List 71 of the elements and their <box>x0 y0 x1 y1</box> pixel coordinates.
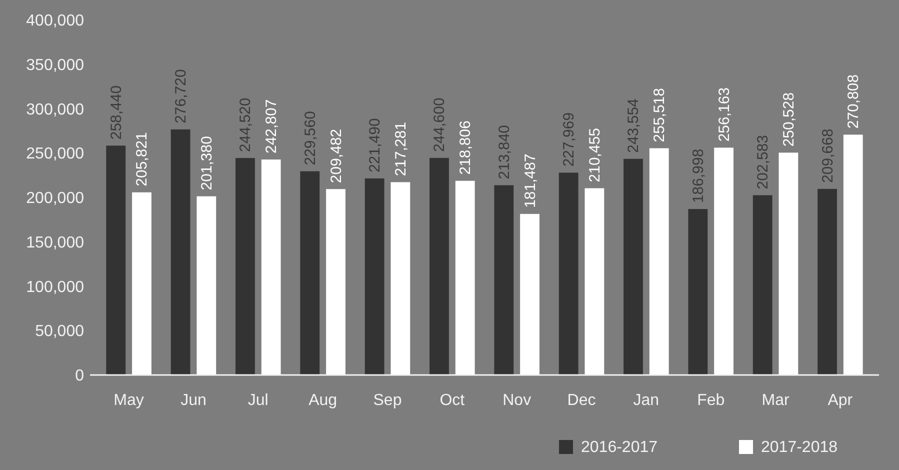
bar <box>688 209 708 375</box>
data-label: 186,998 <box>690 148 707 204</box>
data-label: 243,554 <box>625 98 642 153</box>
data-label: 244,600 <box>431 98 448 152</box>
data-label: 201,380 <box>198 136 216 190</box>
y-tick-label: 100,000 <box>26 278 84 296</box>
bar <box>196 196 216 375</box>
bar <box>494 185 514 375</box>
data-label: 209,668 <box>819 128 836 183</box>
x-tick-label: Jan <box>633 392 660 409</box>
x-tick-label: Nov <box>502 392 532 409</box>
x-tick-label: Jul <box>248 392 268 409</box>
y-tick-label: 0 <box>75 368 84 385</box>
data-label: 242,807 <box>263 99 280 154</box>
bar <box>818 188 837 375</box>
data-label: 209,482 <box>328 128 345 184</box>
bar <box>558 172 578 375</box>
data-label: 258,440 <box>108 85 125 140</box>
bar <box>326 189 346 375</box>
x-tick-label: Feb <box>697 392 725 409</box>
x-tick-label: Oct <box>440 392 466 409</box>
data-label: 255,518 <box>651 88 668 142</box>
bar <box>752 195 772 375</box>
bar <box>649 148 669 375</box>
y-tick-label: 50,000 <box>35 323 84 340</box>
x-tick-label: Apr <box>828 392 854 409</box>
legend-label: 2016-2017 <box>581 439 658 456</box>
data-label: 221,490 <box>366 118 384 172</box>
x-tick-label: Dec <box>567 392 596 409</box>
bar <box>714 148 734 375</box>
bar <box>170 129 190 375</box>
bar <box>520 214 540 375</box>
data-label: 244,520 <box>237 98 254 152</box>
data-label: 270,808 <box>845 74 862 129</box>
y-tick-label: 400,000 <box>26 12 84 30</box>
data-label: 202,583 <box>754 134 772 190</box>
data-label: 256,163 <box>716 87 733 142</box>
bar <box>364 178 384 375</box>
bar <box>455 180 475 375</box>
bar <box>430 158 449 375</box>
bar <box>236 158 255 375</box>
x-tick-label: Mar <box>762 392 790 409</box>
y-tick-label: 250,000 <box>26 146 84 163</box>
bar <box>390 182 410 375</box>
y-tick-label: 300,000 <box>26 101 84 118</box>
bar <box>261 160 281 375</box>
bar <box>843 134 863 375</box>
data-label: 227,969 <box>560 112 578 167</box>
data-label: 218,806 <box>457 120 474 175</box>
y-tick-label: 150,000 <box>26 234 84 252</box>
bar <box>624 158 643 375</box>
bar <box>584 188 604 375</box>
data-label: 213,840 <box>496 124 513 180</box>
data-label: 217,281 <box>392 122 410 176</box>
x-tick-label: Sep <box>373 392 402 409</box>
data-label: 205,821 <box>134 132 151 186</box>
bar <box>778 152 798 375</box>
data-label: 210,455 <box>586 128 604 182</box>
data-label: 181,487 <box>522 154 539 208</box>
y-tick-label: 200,000 <box>26 190 84 208</box>
x-tick-label: Jun <box>180 392 206 409</box>
data-label: 229,560 <box>302 111 319 166</box>
x-tick-label: May <box>114 392 144 409</box>
data-label: 250,528 <box>780 92 798 147</box>
legend-label: 2017-2018 <box>761 439 838 456</box>
data-label: 276,720 <box>172 69 190 124</box>
x-tick-label: Aug <box>308 392 338 409</box>
bar <box>300 171 320 375</box>
bar <box>132 192 152 375</box>
bar <box>106 146 126 375</box>
y-tick-label: 350,000 <box>26 56 84 74</box>
